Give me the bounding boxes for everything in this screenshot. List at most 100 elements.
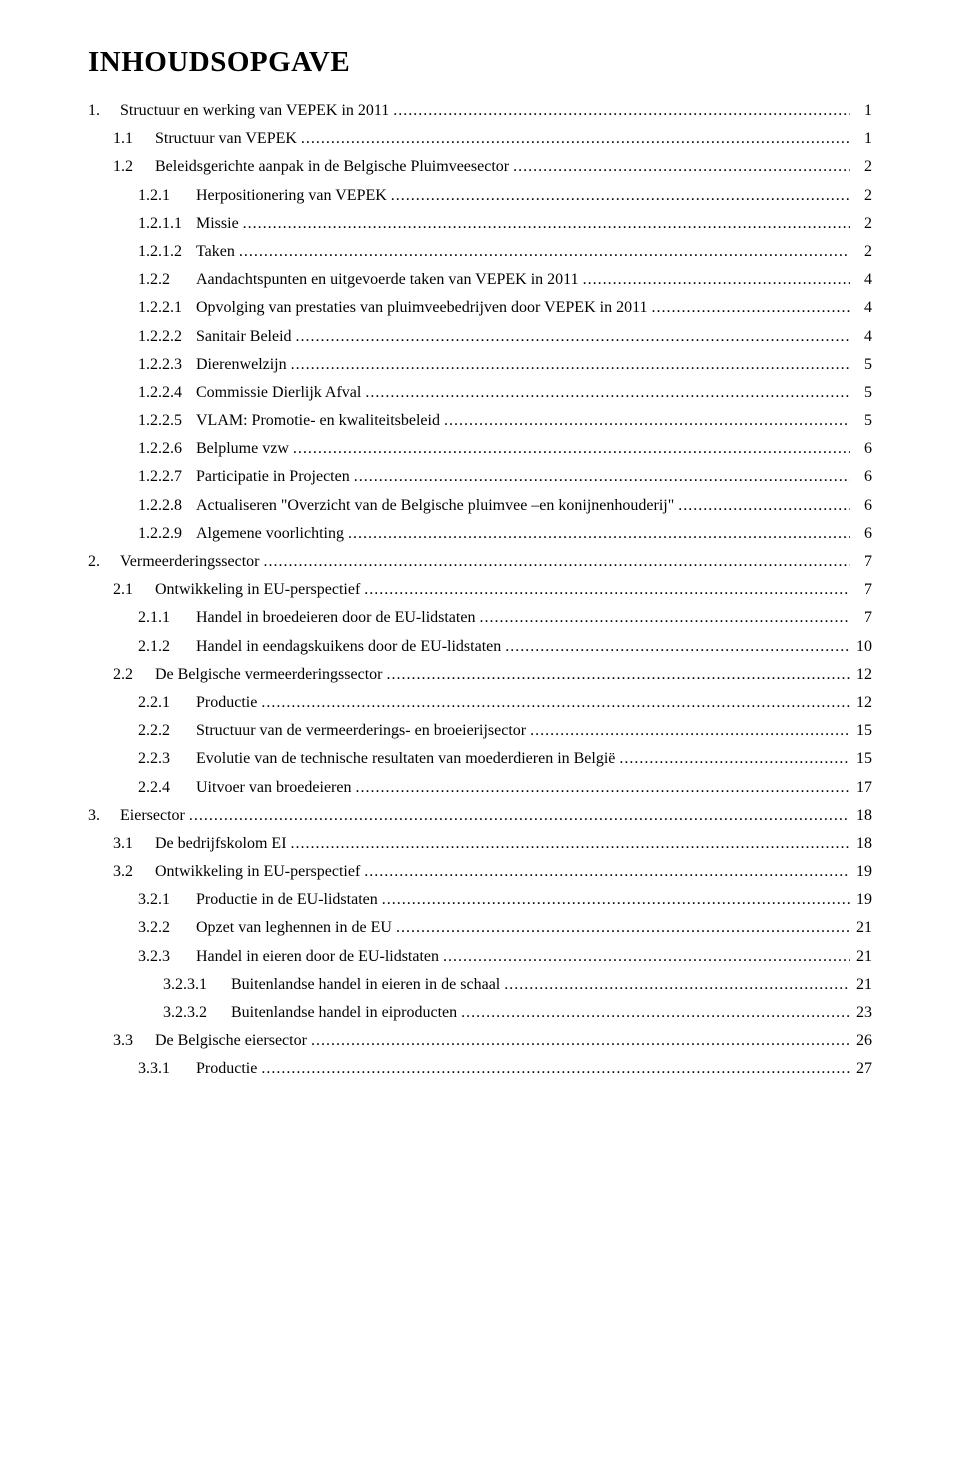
toc-entry-page: 2 (850, 188, 872, 204)
toc-entry-label: Structuur van VEPEK (155, 131, 297, 147)
toc-leader-dots (344, 526, 850, 542)
toc-leader-dots (440, 413, 850, 429)
toc-entry-page: 18 (850, 836, 872, 852)
toc-entry-label: Productie (196, 1061, 257, 1077)
toc-entry-label: Dierenwelzijn (196, 357, 287, 373)
toc-entry-number: 3.1 (113, 836, 155, 852)
toc-entry-number: 1.1 (113, 131, 155, 147)
toc-entry-page: 18 (850, 808, 872, 824)
toc-entry-page: 7 (850, 610, 872, 626)
toc-entry-label: Aandachtspunten en uitgevoerde taken van… (196, 272, 579, 288)
toc-entry-label: Commissie Dierlijk Afval (196, 385, 361, 401)
toc-entry-label: Belplume vzw (196, 441, 289, 457)
toc-entry-label: Handel in broedeieren door de EU-lidstat… (196, 610, 475, 626)
toc-entry-number: 1.2 (113, 159, 155, 175)
toc-leader-dots (360, 582, 850, 598)
toc-leader-dots (297, 131, 850, 147)
toc-entry-page: 1 (850, 131, 872, 147)
toc-leader-dots (351, 780, 850, 796)
toc-entry-number: 1.2.2.2 (138, 329, 196, 345)
toc-entry: 2.1Ontwikkeling in EU-perspectief7 (88, 582, 872, 598)
toc-entry-number: 1.2.2.3 (138, 357, 196, 373)
toc-entry: 3.2.2Opzet van leghennen in de EU21 (88, 920, 872, 936)
toc-entry: 1.2.2.6Belplume vzw 6 (88, 441, 872, 457)
toc-entry-number: 3.2 (113, 864, 155, 880)
toc-entry-page: 2 (850, 159, 872, 175)
toc-leader-dots (350, 469, 850, 485)
toc-entry-label: Buitenlandse handel in eieren in de scha… (231, 977, 500, 993)
toc-entry-page: 7 (850, 554, 872, 570)
toc-entry: 1.2.2.5VLAM: Promotie- en kwaliteitsbele… (88, 413, 872, 429)
toc-leader-dots (579, 272, 850, 288)
toc-leader-dots (382, 667, 850, 683)
toc-entry: 1.2.1.1Missie2 (88, 216, 872, 232)
toc-entry: 2.2.2Structuur van de vermeerderings- en… (88, 723, 872, 739)
toc-entry: 3.2.3Handel in eieren door de EU-lidstat… (88, 949, 872, 965)
toc-entry-number: 3.2.3.2 (163, 1005, 231, 1021)
toc-entry-page: 21 (850, 920, 872, 936)
toc-leader-dots (387, 188, 850, 204)
toc-entry-number: 1.2.2.9 (138, 526, 196, 542)
toc-entry-number: 3.2.3 (138, 949, 196, 965)
toc-entry: 2.2.4Uitvoer van broedeieren17 (88, 780, 872, 796)
toc-entry-page: 7 (850, 582, 872, 598)
toc-entry: 3.2.1Productie in de EU-lidstaten 19 (88, 892, 872, 908)
toc-entry-label: Eiersector (120, 808, 185, 824)
toc-entry-number: 1.2.2.5 (138, 413, 196, 429)
toc-leader-dots (235, 244, 850, 260)
toc-entry-label: De Belgische eiersector (155, 1033, 307, 1049)
toc-entry: 3.1De bedrijfskolom EI18 (88, 836, 872, 852)
toc-entry-label: Handel in eendagskuikens door de EU-lids… (196, 639, 501, 655)
toc-entry: 2.1.1Handel in broedeieren door de EU-li… (88, 610, 872, 626)
toc-entry-number: 2.2.1 (138, 695, 196, 711)
toc-entry-page: 5 (850, 413, 872, 429)
toc-entry-number: 3. (88, 808, 120, 824)
toc-entry-label: Missie (196, 216, 239, 232)
toc-entry-page: 23 (850, 1005, 872, 1021)
toc-entry-label: Taken (196, 244, 235, 260)
toc-entry-label: Structuur van de vermeerderings- en broe… (196, 723, 526, 739)
toc-entry: 3.Eiersector 18 (88, 808, 872, 824)
toc-entry-number: 3.3.1 (138, 1061, 196, 1077)
toc-leader-dots (389, 103, 850, 119)
toc-leader-dots (287, 836, 850, 852)
toc-entry-page: 21 (850, 977, 872, 993)
toc-entry-label: VLAM: Promotie- en kwaliteitsbeleid (196, 413, 440, 429)
toc-entry-page: 1 (850, 103, 872, 119)
toc-leader-dots (361, 385, 850, 401)
toc-entry: 1.2.2.4Commissie Dierlijk Afval5 (88, 385, 872, 401)
toc-entry-label: De Belgische vermeerderingssector (155, 667, 382, 683)
toc-entry: 2.Vermeerderingssector7 (88, 554, 872, 570)
toc-leader-dots (392, 920, 850, 936)
toc-leader-dots (439, 949, 850, 965)
toc-entry: 3.2Ontwikkeling in EU-perspectief19 (88, 864, 872, 880)
toc-leader-dots (615, 751, 850, 767)
toc-leader-dots (260, 554, 851, 570)
toc-entry-page: 6 (850, 469, 872, 485)
page-title: INHOUDSOPGAVE (88, 46, 872, 79)
toc-entry: 1.2.1.2Taken2 (88, 244, 872, 260)
toc-leader-dots (457, 1005, 850, 1021)
toc-entry-page: 19 (850, 892, 872, 908)
toc-entry-page: 21 (850, 949, 872, 965)
toc-entry-label: Productie in de EU-lidstaten (196, 892, 378, 908)
toc-entry: 1.2.2.3Dierenwelzijn 5 (88, 357, 872, 373)
toc-leader-dots (526, 723, 850, 739)
toc-entry-label: Productie (196, 695, 257, 711)
toc-leader-dots (307, 1033, 850, 1049)
toc-entry-page: 5 (850, 357, 872, 373)
toc-entry-number: 3.2.1 (138, 892, 196, 908)
toc-entry: 2.1.2Handel in eendagskuikens door de EU… (88, 639, 872, 655)
toc-entry-number: 1.2.2.6 (138, 441, 196, 457)
toc-entry-page: 4 (850, 300, 872, 316)
toc-leader-dots (185, 808, 850, 824)
toc-entry-page: 26 (850, 1033, 872, 1049)
toc-entry-label: Handel in eieren door de EU-lidstaten (196, 949, 439, 965)
toc-entry-page: 10 (850, 639, 872, 655)
toc-entry: 1.1Structuur van VEPEK 1 (88, 131, 872, 147)
toc-entry-page: 6 (850, 526, 872, 542)
toc-entry-page: 6 (850, 441, 872, 457)
toc-entry-page: 4 (850, 272, 872, 288)
toc-entry: 2.2De Belgische vermeerderingssector12 (88, 667, 872, 683)
toc-entry-page: 15 (850, 751, 872, 767)
